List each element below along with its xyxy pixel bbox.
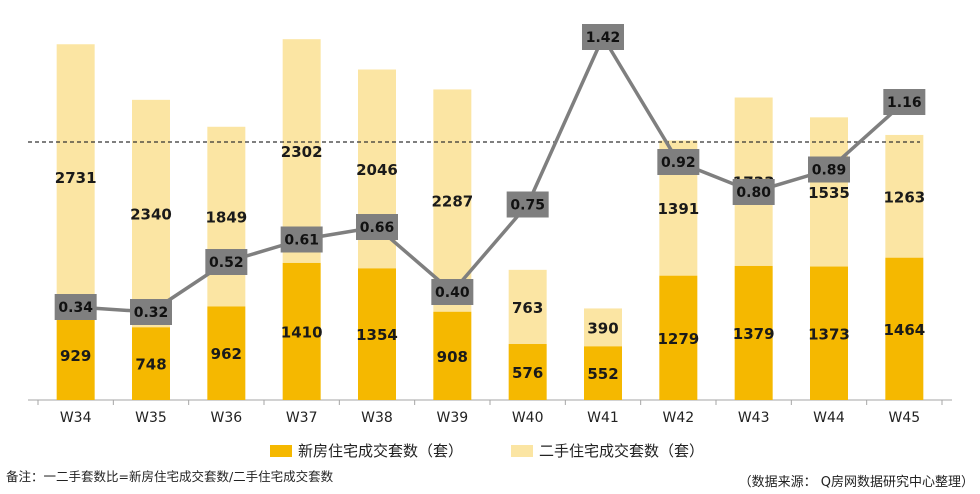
data-label-new-W37: 1410 — [281, 323, 323, 341]
ratio-marker-W39 — [431, 279, 474, 305]
bar-new-W39 — [433, 311, 472, 400]
x-tick-label-W40: W40 — [512, 410, 544, 426]
ratio-label-W44: 0.89 — [812, 163, 847, 179]
data-label-resale-W44: 1535 — [808, 184, 850, 202]
x-tick-label-W44: W44 — [813, 410, 845, 426]
bar-new-W43 — [734, 265, 773, 400]
legend-swatch-resale-homes — [511, 444, 534, 457]
data-label-new-W38: 1354 — [356, 326, 398, 344]
ratio-marker-W35 — [130, 299, 172, 325]
data-label-resale-W39: 2287 — [431, 193, 473, 211]
ratio-label-W42: 0.92 — [661, 155, 696, 171]
data-label-resale-W45: 1263 — [883, 188, 925, 206]
ratio-label-W45: 1.16 — [887, 95, 922, 111]
data-label-resale-W35: 2340 — [130, 206, 172, 224]
ratio-marker-W40 — [506, 191, 549, 218]
bar-resale-W40 — [508, 269, 547, 345]
chart: W34 929 2731 W35 748 2340 W36 962 1849 W37 1410 230… — [28, 24, 952, 426]
ratio-marker-W41 — [582, 24, 624, 50]
bar-new-W45 — [885, 257, 924, 400]
bar-resale-W37 — [282, 39, 321, 263]
data-label-new-W35: 748 — [135, 356, 166, 374]
data-label-resale-W38: 2046 — [356, 161, 398, 179]
x-tick-label-W37: W37 — [286, 410, 318, 426]
data-label-new-W34: 929 — [60, 347, 91, 365]
footnote: 备注：一二手套数比=新房住宅成交套数/二手住宅成交套数 — [6, 469, 334, 484]
x-tick-label-W34: W34 — [60, 410, 92, 426]
bar-new-W40 — [508, 344, 547, 400]
data-source: （数据来源： Q房网数据研究中心整理） — [738, 475, 974, 490]
bar-new-W44 — [810, 266, 848, 400]
ratio-label-W36: 0.52 — [209, 255, 244, 271]
ratio-marker-W34 — [54, 294, 97, 320]
legend: 新房住宅成交套数（套） 二手住宅成交套数（套） — [270, 440, 704, 461]
data-label-new-W39: 908 — [437, 348, 468, 366]
bar-new-W37 — [282, 262, 321, 400]
x-tick-label-W39: W39 — [436, 410, 468, 426]
data-label-new-W43: 1379 — [733, 325, 775, 343]
data-label-resale-W41: 390 — [587, 319, 618, 337]
bar-resale-W45 — [885, 134, 924, 258]
bar-new-W38 — [358, 268, 396, 400]
data-label-resale-W34: 2731 — [55, 169, 97, 187]
data-label-new-W45: 1464 — [883, 321, 925, 339]
ratio-label-W37: 0.61 — [284, 233, 319, 249]
data-label-new-W36: 962 — [211, 345, 242, 363]
legend-label-resale-homes: 二手住宅成交套数（套） — [539, 442, 705, 460]
ratio-marker-W37 — [280, 226, 323, 253]
bar-resale-W35 — [132, 99, 170, 328]
data-label-new-W42: 1279 — [657, 330, 699, 348]
legend-label-new-homes: 新房住宅成交套数（套） — [298, 442, 464, 460]
data-label-resale-W40: 763 — [512, 299, 543, 317]
x-tick-label-W38: W38 — [361, 410, 393, 426]
ratio-label-W40: 0.75 — [510, 198, 545, 214]
x-tick-label-W41: W41 — [587, 410, 619, 426]
data-label-new-W44: 1373 — [808, 325, 850, 343]
legend-item-resale-homes: 二手住宅成交套数（套） — [511, 440, 704, 461]
ratio-marker-W44 — [808, 156, 850, 183]
ratio-label-W41: 1.42 — [586, 30, 621, 46]
ratio-label-W39: 0.40 — [435, 285, 470, 301]
bar-new-W34 — [56, 309, 95, 400]
bar-new-W36 — [207, 306, 246, 400]
bar-new-W42 — [659, 275, 698, 400]
data-label-new-W41: 552 — [587, 365, 618, 383]
bar-new-W35 — [132, 327, 170, 400]
data-label-new-W40: 576 — [512, 364, 543, 382]
data-label-resale-W37: 2302 — [281, 143, 323, 161]
ratio-marker-W42 — [657, 149, 700, 175]
x-tick-label-W35: W35 — [135, 410, 167, 426]
ratio-marker-W38 — [356, 214, 398, 240]
bar-resale-W36 — [207, 126, 246, 307]
legend-swatch-new-homes — [270, 444, 292, 457]
x-tick-label-W43: W43 — [738, 410, 770, 426]
ratio-marker-W43 — [732, 179, 775, 205]
ratio-line — [75, 35, 906, 314]
ratio-marker-W36 — [205, 249, 248, 275]
ratio-label-W35: 0.32 — [134, 305, 169, 321]
x-tick-label-W36: W36 — [210, 410, 242, 426]
x-tick-label-W45: W45 — [888, 410, 920, 426]
legend-item-new-homes: 新房住宅成交套数（套） — [270, 440, 463, 461]
x-tick-label-W42: W42 — [662, 410, 694, 426]
bar-resale-W34 — [56, 44, 95, 310]
ratio-label-W43: 0.80 — [736, 185, 771, 201]
ratio-label-W34: 0.34 — [58, 300, 93, 316]
ratio-marker-W45 — [883, 89, 926, 115]
bar-resale-W41 — [584, 308, 622, 347]
ratio-label-W38: 0.66 — [360, 220, 395, 236]
data-label-resale-W36: 1849 — [205, 209, 247, 227]
data-label-resale-W42: 1391 — [657, 200, 699, 218]
bar-new-W41 — [584, 346, 622, 400]
